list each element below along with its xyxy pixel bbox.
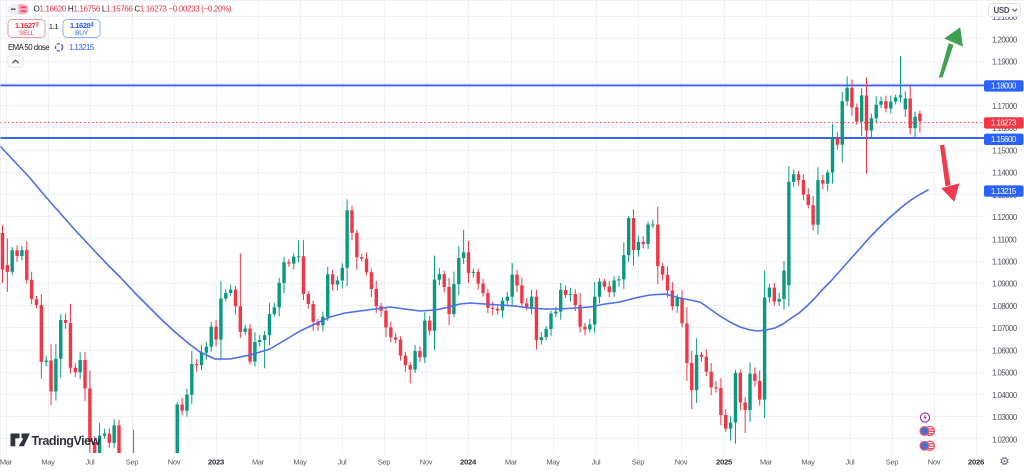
svg-text:2024: 2024 — [460, 457, 477, 466]
svg-text:O1.16620 H1.16756 L1.15766 C1.: O1.16620 H1.16756 L1.15766 C1.16273 −0.0… — [34, 4, 232, 13]
svg-text:Jul: Jul — [592, 457, 601, 466]
svg-text:1.08000: 1.08000 — [992, 302, 1018, 311]
svg-text:1.11000: 1.11000 — [992, 235, 1017, 244]
svg-text:Sep: Sep — [886, 457, 899, 466]
svg-text:1.04000: 1.04000 — [992, 391, 1018, 400]
svg-text:1.03000: 1.03000 — [992, 413, 1018, 422]
svg-text:TradingView: TradingView — [32, 434, 101, 448]
svg-text:May: May — [41, 457, 55, 466]
svg-text:Mar: Mar — [760, 457, 773, 466]
svg-text:EMA 50 close: EMA 50 close — [8, 43, 49, 52]
svg-text:Nov: Nov — [168, 457, 181, 466]
svg-text:1.12000: 1.12000 — [992, 213, 1018, 222]
svg-text:1.06000: 1.06000 — [992, 346, 1018, 355]
svg-text:1.02000: 1.02000 — [992, 435, 1018, 444]
svg-text:Jul: Jul — [86, 457, 95, 466]
svg-text:1.17000: 1.17000 — [992, 102, 1018, 111]
svg-text:May: May — [546, 457, 560, 466]
svg-text:1.15000: 1.15000 — [992, 146, 1018, 155]
svg-text:Jul: Jul — [846, 457, 855, 466]
svg-text:USD: USD — [994, 6, 1010, 15]
svg-text:1.16284: 1.16284 — [70, 21, 95, 30]
svg-text:1.16273: 1.16273 — [991, 119, 1017, 128]
svg-text:May: May — [293, 457, 307, 466]
svg-text:Sep: Sep — [632, 457, 645, 466]
svg-text:Jul: Jul — [338, 457, 347, 466]
svg-text:1.13215: 1.13215 — [991, 187, 1017, 196]
svg-text:1.13215: 1.13215 — [69, 43, 95, 52]
svg-text:Nov: Nov — [420, 457, 433, 466]
svg-text:BUY: BUY — [75, 30, 89, 37]
svg-text:SELL: SELL — [19, 30, 35, 37]
svg-text:1.07000: 1.07000 — [992, 324, 1018, 333]
svg-text:1.21000: 1.21000 — [992, 13, 1018, 22]
svg-text:1.19000: 1.19000 — [992, 58, 1018, 67]
svg-text:1.09000: 1.09000 — [992, 280, 1018, 289]
svg-text:1.1: 1.1 — [49, 22, 59, 31]
svg-text:1.18000: 1.18000 — [991, 82, 1017, 91]
svg-text:1.05000: 1.05000 — [992, 369, 1018, 378]
svg-text:Sep: Sep — [378, 457, 391, 466]
svg-text:1.14000: 1.14000 — [992, 169, 1018, 178]
svg-text:2026: 2026 — [968, 457, 984, 466]
svg-text:1.15600: 1.15600 — [991, 135, 1017, 144]
svg-text:Sep: Sep — [126, 457, 139, 466]
svg-text:1.20000: 1.20000 — [992, 35, 1018, 44]
svg-text:2025: 2025 — [716, 457, 733, 466]
svg-text:2023: 2023 — [208, 457, 224, 466]
svg-text:Nov: Nov — [675, 457, 688, 466]
svg-text:Nov: Nov — [928, 457, 941, 466]
svg-text:1.16000: 1.16000 — [992, 124, 1018, 133]
svg-text:Mar: Mar — [0, 457, 13, 466]
svg-text:1.10000: 1.10000 — [992, 258, 1018, 267]
svg-text:Mar: Mar — [252, 457, 265, 466]
svg-text:Mar: Mar — [505, 457, 518, 466]
svg-text:May: May — [801, 457, 815, 466]
svg-text:1.16273: 1.16273 — [15, 21, 40, 30]
